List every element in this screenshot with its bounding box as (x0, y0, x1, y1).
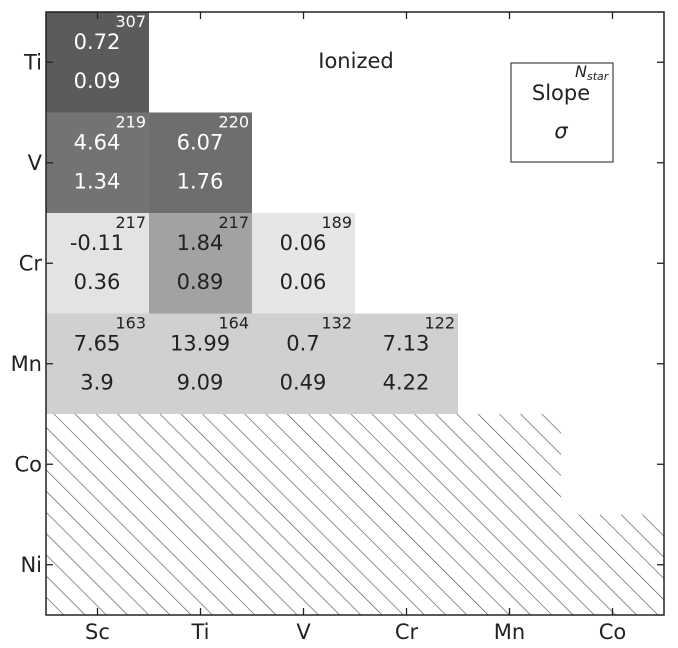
cell-slope-label: 0.72 (74, 30, 121, 54)
cell-count-label: 189 (321, 213, 352, 232)
heatmap-cell: 13.99 9.09 164 (149, 313, 252, 414)
cell-slope-label: 1.84 (177, 231, 224, 255)
cell-slope-label: 4.64 (74, 131, 121, 155)
cell-rect (149, 112, 252, 213)
cell-sigma-label: 0.49 (280, 371, 327, 395)
cell-slope-label: 13.99 (170, 332, 230, 356)
y-tick-label: V (28, 151, 43, 175)
cell-count-label: 217 (115, 213, 146, 232)
cell-sigma-label: 0.89 (177, 270, 224, 294)
cell-rect (46, 112, 149, 213)
x-tick-label: Co (599, 620, 627, 644)
cell-slope-label: 7.13 (383, 332, 430, 356)
heatmap-cell: 1.84 0.89 217 (149, 213, 252, 314)
plot-frame (45, 11, 665, 616)
cell-slope-label: 0.7 (286, 332, 319, 356)
cell-slope-label: 6.07 (177, 131, 224, 155)
y-tick-label: Cr (19, 251, 43, 275)
cell-sigma-label: 3.9 (80, 371, 113, 395)
x-tick-label: Sc (85, 620, 110, 644)
legend-frame (510, 62, 614, 163)
x-tick-label: Ti (190, 620, 209, 644)
cell-rect (149, 213, 252, 314)
hatched-region (46, 414, 664, 615)
cell-rect (149, 313, 252, 414)
cell-sigma-label: 1.34 (74, 170, 121, 194)
cell-slope-label: -0.11 (70, 231, 124, 255)
y-tick-label: Mn (11, 352, 42, 376)
cell-count-label: 219 (115, 113, 146, 132)
cell-count-label: 220 (218, 113, 249, 132)
cell-count-label: 164 (218, 314, 249, 333)
cell-rect (46, 213, 149, 314)
x-tick-label: Mn (494, 620, 525, 644)
y-tick-label: Ti (23, 50, 42, 74)
cell-sigma-label: 0.06 (280, 270, 327, 294)
cell-count-label: 122 (424, 314, 455, 333)
cell-count-label: 163 (115, 314, 146, 333)
legend-count-label: Nstar (575, 62, 610, 83)
heatmap-cell: 6.07 1.76 220 (149, 112, 252, 213)
x-tick-label: Cr (395, 620, 419, 644)
legend-slope-label: Slope (532, 81, 590, 105)
heatmap-cell: 7.65 3.9 163 (46, 313, 149, 414)
y-tick-label: Co (14, 452, 42, 476)
heatmap-cells: 0.72 0.09 307 4.64 1.34 219 6.07 1.76 220 -0.11 0.… (46, 12, 458, 414)
cell-sigma-label: 4.22 (383, 371, 430, 395)
x-tick-label: V (296, 620, 311, 644)
cell-slope-label: 7.65 (74, 332, 121, 356)
cell-rect (355, 313, 458, 414)
y-tick-label: Ni (20, 553, 42, 577)
cell-sigma-label: 1.76 (177, 170, 224, 194)
heatmap-cell: -0.11 0.36 217 (46, 213, 149, 314)
hatch-fill (46, 414, 664, 615)
legend-box: Slope σ Nstar (510, 62, 614, 163)
chart-title: Ionized (318, 49, 393, 73)
cell-slope-label: 0.06 (280, 231, 327, 255)
cell-sigma-label: 0.36 (74, 270, 121, 294)
legend-sigma-label: σ (554, 119, 568, 143)
cell-rect (252, 313, 355, 414)
cell-rect (46, 313, 149, 414)
axes: Sc Ti V Cr Mn Co Ti V Cr Mn Co Ni (11, 11, 665, 644)
cell-sigma-label: 0.09 (74, 69, 121, 93)
heatmap-cell: 0.7 0.49 132 (252, 313, 355, 414)
cell-count-label: 217 (218, 213, 249, 232)
cell-rect (46, 12, 149, 113)
cell-count-label: 307 (115, 12, 146, 31)
cell-sigma-label: 9.09 (177, 371, 224, 395)
heatmap-cell: 4.64 1.34 219 (46, 112, 149, 213)
cell-rect (252, 213, 355, 314)
cell-count-label: 132 (321, 314, 352, 333)
heatmap-cell: 7.13 4.22 122 (355, 313, 458, 414)
heatmap-cell: 0.72 0.09 307 (46, 12, 149, 113)
